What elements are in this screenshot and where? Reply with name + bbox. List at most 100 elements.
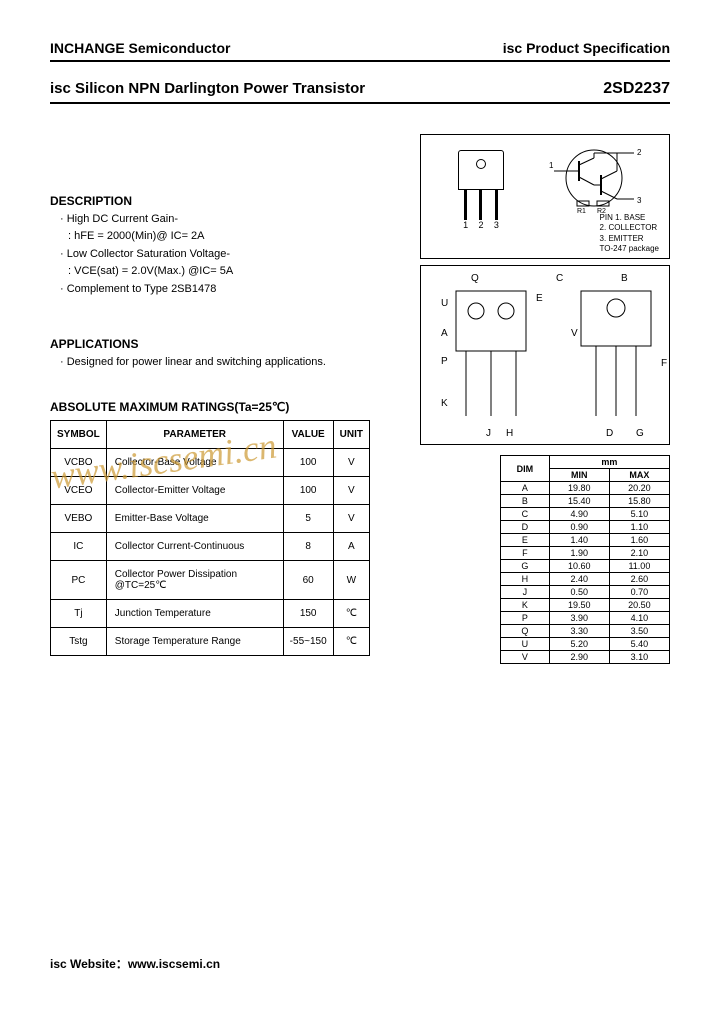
cell-max: 11.00 [609,560,669,573]
svg-text:2: 2 [637,148,642,157]
col-symbol: SYMBOL [51,421,107,449]
svg-text:3: 3 [637,196,642,205]
applications-heading: APPLICATIONS [50,337,370,351]
cell-unit: V [333,505,369,533]
dim-row: H 2.40 2.60 [501,573,670,586]
cell-parameter: Collector-Base Voltage [106,449,283,477]
right-column: 1 2 3 [385,134,670,664]
spec-label: isc Product Specification [503,40,670,56]
ratings-row: PC Collector Power Dissipation @TC=25℃ 6… [51,561,370,600]
cell-max: 1.10 [609,521,669,534]
footer-url: www.iscsemi.cn [128,957,220,971]
cell-value: -55~150 [283,628,333,656]
cell-symbol: VEBO [51,505,107,533]
ratings-row: Tj Junction Temperature 150 ℃ [51,600,370,628]
unit-header: mm [549,456,669,469]
ratings-row: VCBO Collector-Base Voltage 100 V [51,449,370,477]
cell-parameter: Collector Power Dissipation @TC=25℃ [106,561,283,600]
col-min: MIN [549,469,609,482]
cell-symbol: Tj [51,600,107,628]
ratings-row: VEBO Emitter-Base Voltage 5 V [51,505,370,533]
cell-symbol: Tstg [51,628,107,656]
mechanical-drawing: Q C B U A P K E V F J H D G [420,265,670,445]
dimension-drawing-icon: Q C B U A P K E V F J H D G [421,266,669,444]
lead-num: 1 [463,220,468,230]
cell-dim: E [501,534,550,547]
description-list: · High DC Current Gain- : hFE = 2000(Min… [50,212,370,297]
dimension-table: DIM mm MIN MAX A 19.80 20.20B 15.40 15.8… [500,455,670,664]
cell-dim: Q [501,625,550,638]
dim-row: Q 3.30 3.50 [501,625,670,638]
cell-min: 0.90 [549,521,609,534]
cell-dim: K [501,599,550,612]
svg-text:C: C [556,273,563,284]
svg-text:1: 1 [549,161,554,170]
cell-value: 100 [283,477,333,505]
col-unit: UNIT [333,421,369,449]
svg-text:A: A [441,328,448,339]
col-max: MAX [609,469,669,482]
lead-num: 2 [478,220,483,230]
mounting-hole-icon [476,159,486,169]
ratings-row: Tstg Storage Temperature Range -55~150 ℃ [51,628,370,656]
svg-text:R1: R1 [577,208,586,213]
cell-unit: V [333,477,369,505]
schematic-diagram: 1 2 3 R1 R2 [539,143,659,215]
cell-dim: D [501,521,550,534]
lead-icon [479,190,482,220]
cell-dim: U [501,638,550,651]
app-item: · Designed for power linear and switchin… [60,355,370,370]
cell-max: 4.10 [609,612,669,625]
ratings-row: VCEO Collector-Emitter Voltage 100 V [51,477,370,505]
svg-text:P: P [441,356,448,367]
page-header: INCHANGE Semiconductor isc Product Speci… [50,40,670,62]
cell-symbol: VCEO [51,477,107,505]
footer-label: isc Website： [50,957,128,971]
cell-min: 2.90 [549,651,609,664]
ratings-table: SYMBOL PARAMETER VALUE UNIT VCBO Collect… [50,420,370,656]
cell-symbol: IC [51,533,107,561]
cell-min: 10.60 [549,560,609,573]
cell-max: 0.70 [609,586,669,599]
desc-item: · Complement to Type 2SB1478 [60,282,370,297]
cell-value: 60 [283,561,333,600]
package-body [458,150,504,190]
dim-row: V 2.90 3.10 [501,651,670,664]
cell-value: 5 [283,505,333,533]
cell-parameter: Junction Temperature [106,600,283,628]
cell-min: 15.40 [549,495,609,508]
lead-num: 3 [494,220,499,230]
ratings-heading: ABSOLUTE MAXIMUM RATINGS(Ta=25℃) [50,400,370,414]
cell-value: 8 [283,533,333,561]
package-leads [458,190,504,220]
pin-label: 1. BASE [615,213,645,222]
package-type: TO-247 package [600,244,659,254]
cell-symbol: PC [51,561,107,600]
lead-numbers: 1 2 3 [458,220,504,230]
cell-max: 5.40 [609,638,669,651]
svg-text:G: G [636,428,644,439]
cell-max: 20.20 [609,482,669,495]
dim-row: A 19.80 20.20 [501,482,670,495]
svg-text:V: V [571,328,578,339]
svg-text:E: E [536,293,543,304]
cell-unit: ℃ [333,600,369,628]
cell-min: 19.50 [549,599,609,612]
dim-row: G 10.60 11.00 [501,560,670,573]
cell-min: 3.90 [549,612,609,625]
left-column: DESCRIPTION · High DC Current Gain- : hF… [50,134,370,664]
cell-dim: C [501,508,550,521]
darlington-schematic-icon: 1 2 3 R1 R2 [539,143,649,213]
col-parameter: PARAMETER [106,421,283,449]
cell-unit: A [333,533,369,561]
svg-text:F: F [661,358,667,369]
cell-min: 5.20 [549,638,609,651]
desc-item: · High DC Current Gain- [60,212,370,227]
cell-max: 1.60 [609,534,669,547]
col-dim: DIM [501,456,550,482]
pin-label: 3. EMITTER [600,234,659,244]
dim-row: U 5.20 5.40 [501,638,670,651]
cell-dim: B [501,495,550,508]
ratings-row: IC Collector Current-Continuous 8 A [51,533,370,561]
cell-value: 100 [283,449,333,477]
